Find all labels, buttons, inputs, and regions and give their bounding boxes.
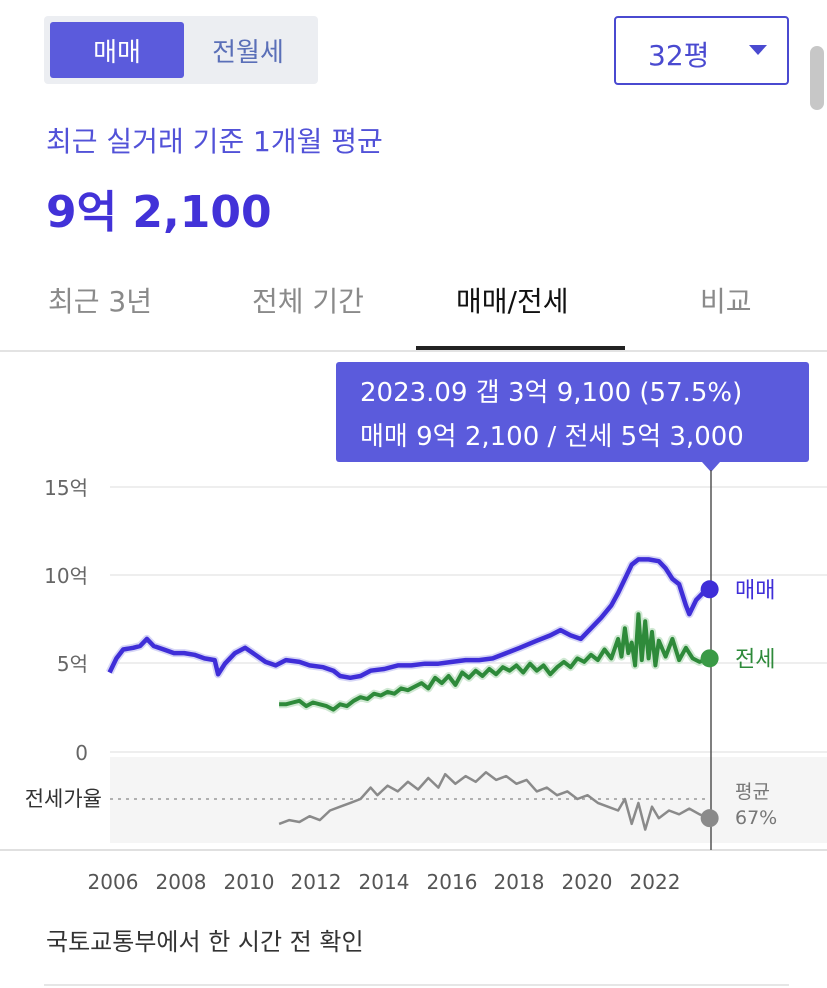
tab-sale[interactable]: 매매 xyxy=(50,22,184,78)
x-tick-label: 2010 xyxy=(224,870,275,894)
x-tick-label: 2014 xyxy=(359,870,410,894)
tooltip-price-line: 매매 9억 2,100 / 전세 5억 3,000 xyxy=(360,422,744,452)
ratio-title: 전세가율 xyxy=(25,787,102,811)
ratio-average-label: 평균 xyxy=(735,781,770,803)
jeonse-current-point xyxy=(700,649,719,668)
size-select[interactable]: 32평 xyxy=(614,16,789,85)
jeonse-series-label: 전세 xyxy=(735,647,775,672)
tab-all-period[interactable]: 전체 기간 xyxy=(252,285,364,318)
tab-rent[interactable]: 전월세 xyxy=(212,37,284,68)
tooltip-gap-line: 2023.09 갭 3억 9,100 (57.5%) xyxy=(360,378,743,408)
price-chart[interactable]: 15억 10억 5억 0 전세가율 2006 2008 2010 2012 2014 2016 201… xyxy=(0,462,827,902)
x-tick-label: 2012 xyxy=(291,870,342,894)
size-select-value: 32평 xyxy=(648,39,710,72)
x-tick-label: 2008 xyxy=(156,870,207,894)
jeonse-series-line xyxy=(279,612,711,712)
scrollbar-thumb[interactable] xyxy=(810,46,824,110)
sale-series-label: 매매 xyxy=(735,578,775,603)
average-price: 9억 2,100 xyxy=(46,187,272,238)
x-tick-label: 2022 xyxy=(630,870,681,894)
tab-recent-3-years[interactable]: 최근 3년 xyxy=(48,285,152,318)
data-source-note: 국토교통부에서 한 시간 전 확인 xyxy=(46,928,364,956)
chart-tooltip: 2023.09 갭 3억 9,100 (57.5%) 매매 9억 2,100 /… xyxy=(336,362,809,472)
ratio-panel-background xyxy=(110,757,827,843)
ratio-series-line xyxy=(278,771,711,831)
tab-compare[interactable]: 비교 xyxy=(700,285,752,318)
x-tick-label: 2020 xyxy=(562,870,613,894)
chevron-down-icon xyxy=(749,45,767,55)
deal-type-toggle: 매매 전월세 xyxy=(44,16,318,84)
x-tick-label: 2016 xyxy=(427,870,478,894)
tab-sale-jeonse[interactable]: 매매/전세 xyxy=(456,285,569,318)
y-tick-label: 10억 xyxy=(44,564,88,588)
tooltip-arrow xyxy=(702,462,720,472)
sale-current-point xyxy=(700,580,719,599)
price-basis-subtitle: 최근 실거래 기준 1개월 평균 xyxy=(46,125,383,158)
ratio-current-point xyxy=(700,809,719,828)
active-tab-indicator xyxy=(416,346,625,350)
x-tick-label: 2018 xyxy=(494,870,545,894)
y-tick-label: 5억 xyxy=(57,652,88,676)
sale-series-line xyxy=(107,557,711,681)
ratio-average-value: 67% xyxy=(735,807,777,829)
x-tick-label: 2006 xyxy=(88,870,139,894)
y-tick-label: 0 xyxy=(75,741,88,765)
period-tabs: 최근 3년 전체 기간 매매/전세 비교 xyxy=(0,260,827,352)
y-tick-label: 15억 xyxy=(44,476,88,500)
divider xyxy=(44,984,789,986)
